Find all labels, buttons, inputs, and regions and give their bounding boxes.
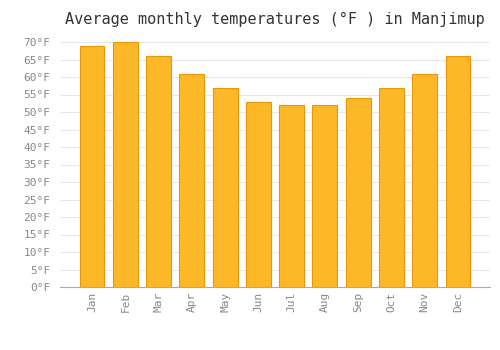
Bar bbox=[312, 105, 338, 287]
Bar bbox=[80, 46, 104, 287]
Bar bbox=[246, 102, 271, 287]
Title: Average monthly temperatures (°F ) in Manjimup: Average monthly temperatures (°F ) in Ma… bbox=[65, 12, 485, 27]
Bar bbox=[279, 105, 304, 287]
Bar bbox=[212, 88, 238, 287]
Bar bbox=[146, 56, 171, 287]
Bar bbox=[180, 74, 204, 287]
Bar bbox=[446, 56, 470, 287]
Bar bbox=[412, 74, 437, 287]
Bar bbox=[379, 88, 404, 287]
Bar bbox=[346, 98, 370, 287]
Bar bbox=[113, 42, 138, 287]
